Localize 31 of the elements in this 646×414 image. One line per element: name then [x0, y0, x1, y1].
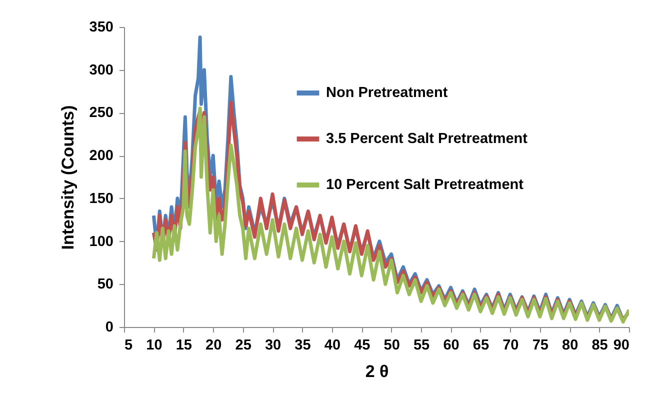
x-tick-label: 65: [472, 338, 490, 354]
y-tick-label: 350: [89, 20, 114, 36]
x-tick-label: 80: [562, 338, 578, 354]
x-tick-label: 50: [384, 338, 400, 354]
y-tick-label: 0: [105, 320, 114, 336]
y-tick-label: 100: [89, 234, 114, 250]
x-axis-title: 2 θ: [365, 362, 389, 381]
x-tick-label: 45: [354, 338, 370, 354]
x-tick-label: 70: [502, 338, 519, 354]
legend-label: Non Pretreatment: [326, 85, 448, 101]
y-tick-label: 300: [89, 62, 114, 78]
x-tick-label: 40: [324, 338, 341, 354]
y-tick-label: 50: [97, 276, 114, 293]
x-tick-label: 75: [532, 338, 548, 354]
x-tick-label: 85: [592, 338, 608, 354]
x-tick-label: 55: [413, 338, 430, 354]
legend-label: 10 Percent Salt Pretreatment: [326, 177, 524, 193]
legend-label: 3.5 Percent Salt Pretreatment: [326, 131, 528, 147]
y-tick-label: 200: [89, 148, 114, 164]
y-axis-title: Intensity (Counts): [58, 105, 78, 250]
x-tick-label: 10: [146, 338, 162, 354]
y-tick-label: 250: [89, 105, 114, 122]
x-tick-label: 35: [294, 338, 311, 354]
x-tick-label: 90: [613, 338, 630, 354]
x-tick-label: 30: [264, 338, 282, 354]
x-tick-label: 5: [124, 338, 133, 354]
x-tick-label: 60: [443, 338, 460, 354]
x-tick-label: 25: [235, 338, 252, 354]
x-tick-label: 15: [176, 338, 192, 354]
x-tick-label: 20: [206, 338, 222, 354]
y-tick-label: 150: [89, 190, 114, 207]
